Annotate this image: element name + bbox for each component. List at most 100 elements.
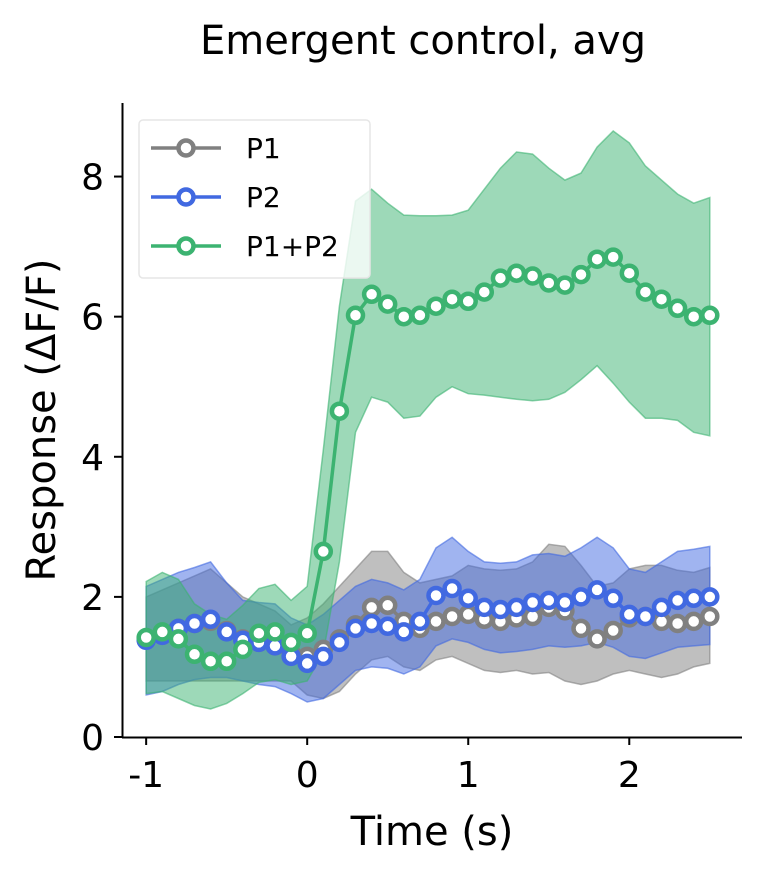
point-p1-plus-p2 <box>667 298 688 319</box>
point-p2 <box>474 597 495 618</box>
point-p1-plus-p2 <box>571 264 591 285</box>
point-p1-plus-p2 <box>683 306 704 327</box>
point-p2 <box>345 618 366 639</box>
point-p1-plus-p2 <box>216 651 237 672</box>
point-p1-plus-p2 <box>522 266 543 286</box>
point-p2 <box>410 611 430 632</box>
point-p2 <box>539 590 559 611</box>
point-p1-plus-p2 <box>619 263 640 283</box>
point-p1 <box>587 629 607 649</box>
point-p2 <box>619 604 640 625</box>
point-p1-plus-p2 <box>281 632 301 653</box>
point-p1 <box>683 611 704 632</box>
chart-title: Emergent control, avg <box>200 18 646 64</box>
y-ticks: 0 2 4 6 8 <box>81 158 122 759</box>
point-p1 <box>361 597 382 618</box>
point-p1-plus-p2 <box>506 263 527 283</box>
point-p2 <box>329 632 350 653</box>
point-p2 <box>522 592 543 613</box>
legend-items: P1 P2 P1+P2 <box>151 132 339 263</box>
point-p1-plus-p2 <box>329 401 350 421</box>
point-p1-plus-p2 <box>635 282 656 302</box>
point-p1-plus-p2 <box>555 275 575 295</box>
point-p2 <box>587 580 607 600</box>
x-tick-label: 0 <box>296 755 319 796</box>
point-p2 <box>571 587 591 607</box>
x-tick-label: -1 <box>128 755 164 796</box>
y-tick-label: 4 <box>81 438 104 479</box>
point-p1 <box>571 618 591 639</box>
point-p1-plus-p2 <box>410 305 430 326</box>
point-p2 <box>377 616 398 637</box>
point-p1-plus-p2 <box>361 284 382 305</box>
point-p2 <box>651 597 672 618</box>
y-tick-label: 0 <box>81 718 104 759</box>
x-ticks: -1 0 1 2 <box>128 737 641 796</box>
point-p1-plus-p2 <box>265 622 285 642</box>
legend-marker-p1-plus-p2 <box>176 236 196 256</box>
point-p2 <box>426 585 446 606</box>
y-tick-label: 8 <box>81 158 104 199</box>
point-p1-plus-p2 <box>700 305 720 326</box>
point-p1-plus-p2 <box>184 644 205 665</box>
point-p1 <box>603 620 623 641</box>
point-p2 <box>297 653 317 674</box>
point-p1-plus-p2 <box>377 294 398 314</box>
x-axis-label: Time (s) <box>350 809 514 855</box>
point-p1-plus-p2 <box>603 247 623 267</box>
point-p1-plus-p2 <box>297 623 317 644</box>
point-p2 <box>458 588 478 609</box>
point-p1-plus-p2 <box>249 623 269 644</box>
y-tick-label: 6 <box>81 298 104 339</box>
point-p1 <box>700 606 720 627</box>
y-axis-label: Response (ΔF/F) <box>19 259 65 582</box>
point-p1-plus-p2 <box>345 305 366 326</box>
legend-marker-p1 <box>176 138 196 158</box>
point-p1-plus-p2 <box>458 291 478 312</box>
point-p1-plus-p2 <box>539 273 559 293</box>
legend-label-p1: P1 <box>246 132 281 165</box>
point-p1-plus-p2 <box>136 627 156 648</box>
point-p2 <box>216 622 237 642</box>
point-p2 <box>394 622 414 642</box>
point-p1-plus-p2 <box>152 622 173 642</box>
point-p2 <box>313 646 334 667</box>
x-tick-label: 2 <box>618 755 641 796</box>
point-p1-plus-p2 <box>394 306 414 327</box>
legend-label-p1-plus-p2: P1+P2 <box>246 230 339 263</box>
point-p1-plus-p2 <box>168 629 189 649</box>
point-p2 <box>490 599 511 620</box>
point-p1 <box>442 606 462 627</box>
point-p1-plus-p2 <box>200 651 221 672</box>
legend-label-p2: P2 <box>246 181 281 214</box>
legend: P1 P2 P1+P2 <box>138 119 371 279</box>
point-p2 <box>635 606 656 627</box>
x-tick-label: 1 <box>457 755 480 796</box>
point-p1 <box>667 613 688 634</box>
y-tick-label: 2 <box>81 578 104 619</box>
point-p2 <box>184 613 205 634</box>
point-p1 <box>458 604 478 625</box>
point-p2 <box>555 592 575 613</box>
point-p2 <box>667 590 688 611</box>
point-p1-plus-p2 <box>426 296 446 316</box>
point-p2 <box>442 578 462 599</box>
point-p2 <box>603 588 623 609</box>
point-p1-plus-p2 <box>651 289 672 309</box>
point-p2 <box>683 588 704 609</box>
point-p2 <box>200 609 221 630</box>
point-p2 <box>700 587 720 607</box>
point-p1-plus-p2 <box>233 639 253 660</box>
point-p2 <box>506 597 527 618</box>
legend-frame <box>138 119 371 279</box>
point-p1-plus-p2 <box>442 289 462 309</box>
point-p1 <box>426 611 446 632</box>
point-p1 <box>377 595 398 616</box>
point-p2 <box>361 613 382 634</box>
point-p1-plus-p2 <box>474 282 495 302</box>
legend-marker-p2 <box>176 187 196 207</box>
point-p1-plus-p2 <box>490 268 511 288</box>
series-markers <box>136 247 720 674</box>
point-p1-plus-p2 <box>587 249 607 269</box>
